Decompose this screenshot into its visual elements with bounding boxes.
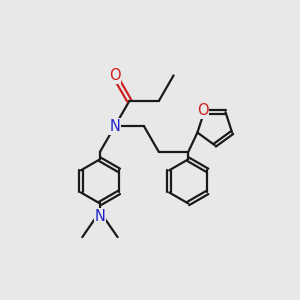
Text: N: N xyxy=(109,119,120,134)
Text: N: N xyxy=(94,209,105,224)
Text: O: O xyxy=(197,103,208,118)
Text: O: O xyxy=(109,68,121,83)
